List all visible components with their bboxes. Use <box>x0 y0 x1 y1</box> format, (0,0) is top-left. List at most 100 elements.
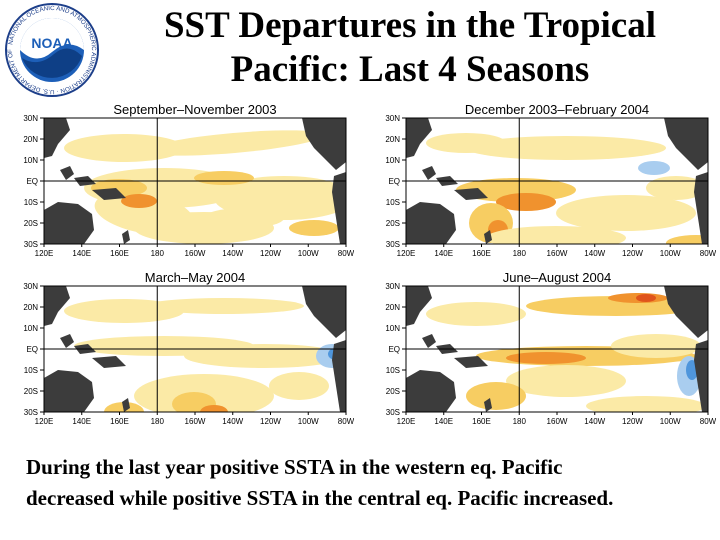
lon-label: 180 <box>513 249 527 258</box>
lon-label: 140E <box>72 417 91 426</box>
title-line-2: Pacific: Last 4 Seasons <box>230 49 590 90</box>
lon-label: 100W <box>298 249 319 258</box>
lat-label: EQ <box>388 345 400 354</box>
lat-label: 20S <box>24 387 38 396</box>
lat-label: 20S <box>386 219 400 228</box>
lon-label: 160E <box>472 249 491 258</box>
lat-label: 10S <box>24 198 38 207</box>
land-mass <box>60 334 74 348</box>
anomaly-region-weak-warm <box>144 298 304 314</box>
land-mass <box>484 230 492 244</box>
lon-label: 160W <box>547 249 568 258</box>
land-mass <box>454 356 488 368</box>
anomaly-region-strong-warm <box>121 194 157 208</box>
lat-label: 30N <box>23 114 38 123</box>
land-mass <box>422 166 436 180</box>
land-mass <box>44 286 70 326</box>
lat-label: 10N <box>385 324 400 333</box>
land-mass <box>406 118 432 158</box>
title-line-1: SST Departures in the Tropical <box>163 5 657 46</box>
anomaly-region-weak-warm <box>269 372 329 400</box>
lon-label: 180 <box>151 417 165 426</box>
anomaly-region-very-warm <box>636 294 656 302</box>
land-mass <box>694 340 708 412</box>
lon-label: 120W <box>622 417 643 426</box>
land-mass <box>44 202 94 244</box>
lat-label: 30S <box>386 240 400 249</box>
lat-label: 20N <box>385 303 400 312</box>
lat-label: 20N <box>385 135 400 144</box>
land-mass <box>92 188 126 200</box>
land-mass <box>694 172 708 244</box>
lon-label: 120W <box>260 249 281 258</box>
lat-label: 30S <box>386 408 400 417</box>
lat-label: 30N <box>385 114 400 123</box>
lon-label: 160E <box>110 417 129 426</box>
lat-label: 10N <box>23 324 38 333</box>
land-mass <box>484 398 492 412</box>
map-panel-djf-2003-2004: December 2003–February 2004 30N 20N 10N EQ 10… <box>366 100 716 260</box>
lat-label: 30N <box>385 282 400 291</box>
lon-label: 140W <box>222 417 243 426</box>
map-panel-jja-2004: June–August 2004 30N 20N 10N EQ 10S 20S 30S 120E… <box>366 268 716 428</box>
land-mass <box>332 340 346 412</box>
lon-label: 160E <box>110 249 129 258</box>
lon-label: 80W <box>338 417 354 426</box>
land-mass <box>664 286 708 338</box>
anomaly-region-moderate-warm <box>466 382 526 410</box>
lon-label: 120E <box>397 417 416 426</box>
anomaly-region-strong-warm <box>506 352 586 364</box>
season-label: September–November 2003 <box>113 102 276 117</box>
lon-label: 160W <box>547 417 568 426</box>
lat-label: 10S <box>24 366 38 375</box>
lon-label: 140W <box>222 249 243 258</box>
anomaly-region-weak-warm <box>184 344 344 368</box>
season-label: March–May 2004 <box>145 270 245 285</box>
caption-line-2: decreased while positive SSTA in the cen… <box>26 486 614 510</box>
page-title: SST Departures in the Tropical Pacific: … <box>100 4 720 92</box>
anomaly-region-weak-warm <box>64 134 184 162</box>
lat-label: 30N <box>23 282 38 291</box>
land-mass <box>406 286 432 326</box>
anomaly-region-strong-warm <box>496 193 556 211</box>
lat-label: EQ <box>26 345 38 354</box>
land-mass <box>422 334 436 348</box>
anomaly-region-weak-warm <box>556 195 696 231</box>
land-mass <box>44 118 70 158</box>
anomaly-region-weak-warm <box>466 136 666 160</box>
lat-label: EQ <box>388 177 400 186</box>
anomaly-region-weak-warm <box>611 334 701 358</box>
land-mass <box>406 370 456 412</box>
lon-label: 160W <box>185 417 206 426</box>
lon-label: 140E <box>72 249 91 258</box>
land-mass <box>60 166 74 180</box>
lon-label: 120E <box>35 417 54 426</box>
lat-label: 10S <box>386 366 400 375</box>
lon-label: 120W <box>260 417 281 426</box>
lat-label: 20N <box>23 135 38 144</box>
lon-label: 140E <box>434 417 453 426</box>
lat-label: 30S <box>24 240 38 249</box>
land-mass <box>406 202 456 244</box>
lon-label: 120E <box>35 249 54 258</box>
caption-line-1: During the last year positive SSTA in th… <box>26 455 563 479</box>
lat-label: 10S <box>386 198 400 207</box>
lon-label: 120W <box>622 249 643 258</box>
anomaly-region-weak-warm <box>646 176 706 200</box>
anomaly-region-weak-warm <box>426 302 526 326</box>
lon-label: 180 <box>151 249 165 258</box>
noaa-logo: NATIONAL OCEANIC AND ATMOSPHERIC ADMINIS… <box>1 0 100 98</box>
land-mass <box>92 356 126 368</box>
lon-label: 180 <box>513 417 527 426</box>
land-mass <box>122 230 130 244</box>
lon-label: 140W <box>584 249 605 258</box>
anomaly-region-moderate-warm <box>289 220 339 236</box>
lon-label: 80W <box>700 249 716 258</box>
lon-label: 120E <box>397 249 416 258</box>
lon-label: 100W <box>660 249 681 258</box>
anomaly-region-weak-warm <box>586 396 706 412</box>
lon-label: 160W <box>185 249 206 258</box>
land-mass <box>332 172 346 244</box>
season-label: June–August 2004 <box>503 270 611 285</box>
lon-label: 140E <box>434 249 453 258</box>
